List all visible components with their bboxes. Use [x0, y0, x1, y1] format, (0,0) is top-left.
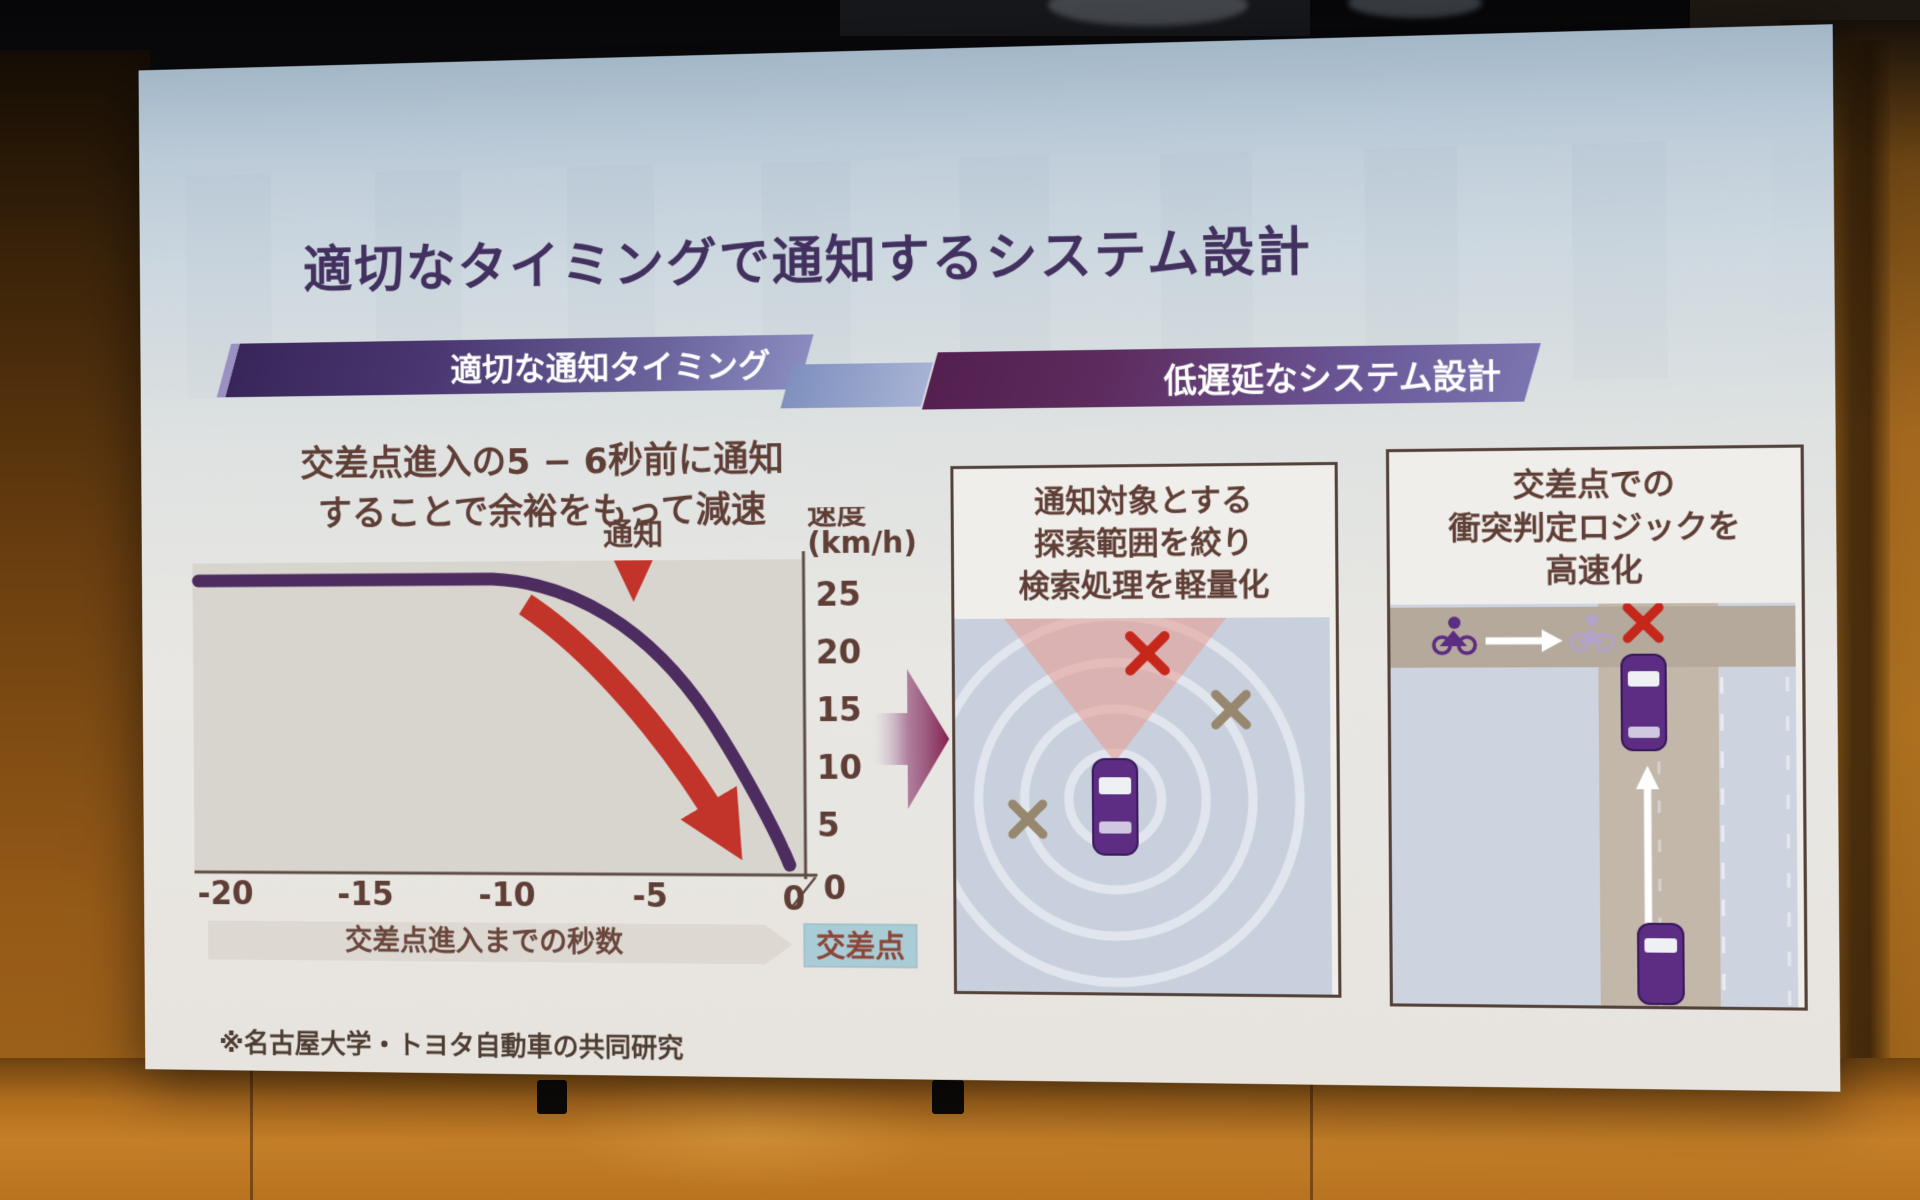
intersection-badge-label: 交差点 — [816, 928, 905, 963]
search-panel-line1: 通知対象とする — [1033, 482, 1253, 521]
x-tick: -5 — [632, 877, 668, 915]
search-panel-title: 通知対象とする 探索範囲を絞り 検索処理を軽量化 — [953, 465, 1335, 609]
search-cone-icon — [1004, 617, 1228, 763]
collision-panel: 交差点での 衝突判定ロジックを 高速化 — [1385, 444, 1808, 1011]
x-axis-title: 交差点進入までの秒数 — [345, 924, 624, 959]
search-panel-line3: 検索処理を軽量化 — [1018, 566, 1270, 605]
search-panel-line2: 探索範囲を絞り — [1033, 524, 1254, 563]
wall-left — [0, 50, 150, 1200]
chart-description-line1: 交差点進入の5 − 6秒前に通知 — [300, 439, 784, 485]
y-tick: 10 — [817, 749, 863, 788]
y-tick: 25 — [815, 575, 861, 614]
y-tick: 5 — [817, 806, 840, 845]
footnote: ※名古屋大学・トヨタ自動車の共同研究 — [219, 1028, 684, 1065]
x-tick: -15 — [337, 875, 394, 913]
intersection-badge — [804, 924, 917, 968]
section-banner-notification-timing: 適切な通知タイミング — [216, 334, 814, 398]
x-axis-title-band — [207, 920, 793, 965]
x-tick: -20 — [197, 875, 253, 913]
radar-background — [954, 617, 1333, 995]
wall-right-shadow — [1832, 40, 1890, 1200]
y-axis-label-units: (km/h) — [807, 525, 917, 560]
speed-time-chart: 通知 速度 (km/h) 25 20 15 10 5 0 -20 -15 -10… — [190, 506, 923, 975]
plot-area — [192, 559, 806, 876]
vertical-road — [1597, 602, 1721, 1007]
section-banner-low-latency: 低遅延なシステム設計 — [921, 343, 1541, 410]
wall-light-glow — [560, 1070, 940, 1190]
y-axis-label: 速度 — [807, 506, 867, 530]
screen-mount-clip — [932, 1080, 964, 1114]
notification-annotation: 通知 — [603, 517, 663, 553]
collision-panel-line2: 衝突判定ロジックを — [1448, 507, 1741, 548]
banner-connector-shape — [780, 362, 934, 409]
wall-seam — [1310, 1062, 1313, 1200]
stopping-car-icon — [1621, 655, 1666, 751]
section-banner-label: 適切な通知タイミング — [450, 345, 771, 389]
map-background — [1390, 602, 1799, 1008]
ego-car-icon — [1093, 759, 1138, 855]
projection-screen: 適切なタイミングで通知するシステム設計 適切な通知タイミング 低遅延なシステム設… — [139, 24, 1841, 1092]
section-banner-label: 低遅延なシステム設計 — [1163, 355, 1502, 400]
screen-mount-clip — [537, 1080, 567, 1114]
y-tick-zero: 0 — [823, 869, 846, 908]
wall-seam — [250, 1062, 253, 1200]
collision-panel-line3: 高速化 — [1545, 551, 1643, 590]
radar-search-diagram — [954, 617, 1333, 995]
flow-arrow-shape — [873, 669, 950, 809]
search-panel: 通知対象とする 探索範囲を絞り 検索処理を軽量化 — [950, 461, 1342, 998]
intersection-diagram — [1390, 602, 1799, 1008]
ceiling-light-icon — [1348, 0, 1482, 18]
x-tick-zero: 0 — [783, 880, 806, 919]
collision-panel-title: 交差点での 衝突判定ロジックを 高速化 — [1389, 448, 1802, 594]
horizontal-road — [1390, 605, 1796, 668]
approaching-car-icon — [1638, 924, 1684, 1005]
x-tick: -10 — [478, 876, 536, 914]
flow-arrow-icon — [873, 669, 950, 809]
y-tick: 15 — [816, 691, 862, 730]
collision-panel-line1: 交差点での — [1512, 465, 1675, 504]
y-tick: 20 — [816, 633, 862, 672]
motion-arrow — [1648, 786, 1649, 942]
